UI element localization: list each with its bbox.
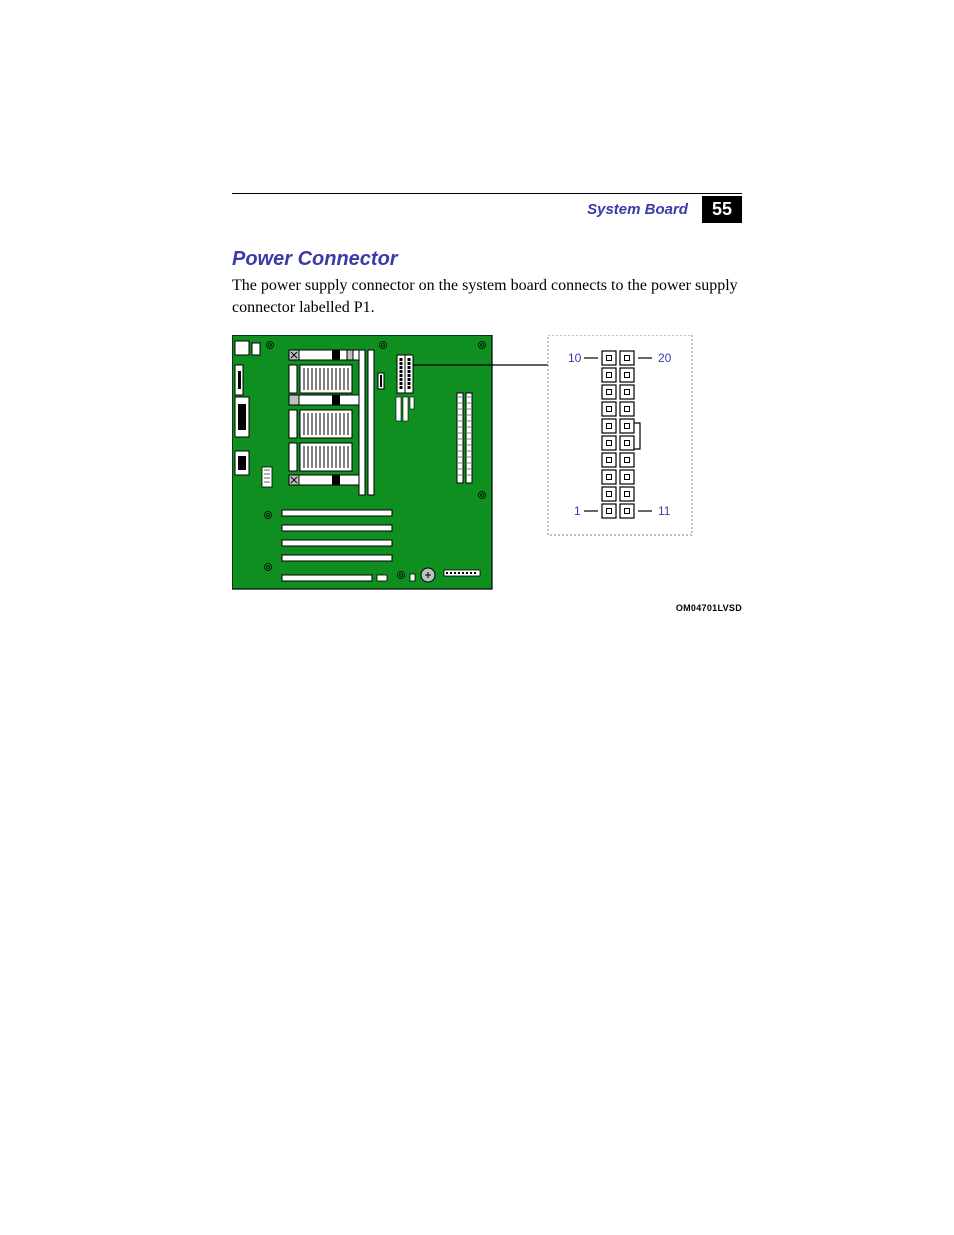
pin-label-20: 20 xyxy=(658,351,672,365)
section-title: Power Connector xyxy=(232,248,398,271)
diagram-code: OM04701LVSD xyxy=(676,603,742,613)
pin-label-1: 1 xyxy=(574,504,581,518)
pin-label-11: 11 xyxy=(658,504,671,518)
motherboard xyxy=(232,335,492,589)
page: System Board 55 Power Connector The powe… xyxy=(0,0,954,1235)
header-section-text: System Board xyxy=(587,201,688,218)
figure: 10 20 1 11 OM04701LVSD xyxy=(232,335,742,595)
page-header: System Board 55 xyxy=(587,196,742,223)
page-number: 55 xyxy=(702,196,742,223)
pin-label-10: 10 xyxy=(568,351,582,365)
body-paragraph: The power supply connector on the system… xyxy=(232,275,742,318)
header-rule xyxy=(232,193,742,194)
pinout-panel: 10 20 1 11 xyxy=(548,335,692,535)
figure-svg: 10 20 1 11 xyxy=(232,335,742,595)
